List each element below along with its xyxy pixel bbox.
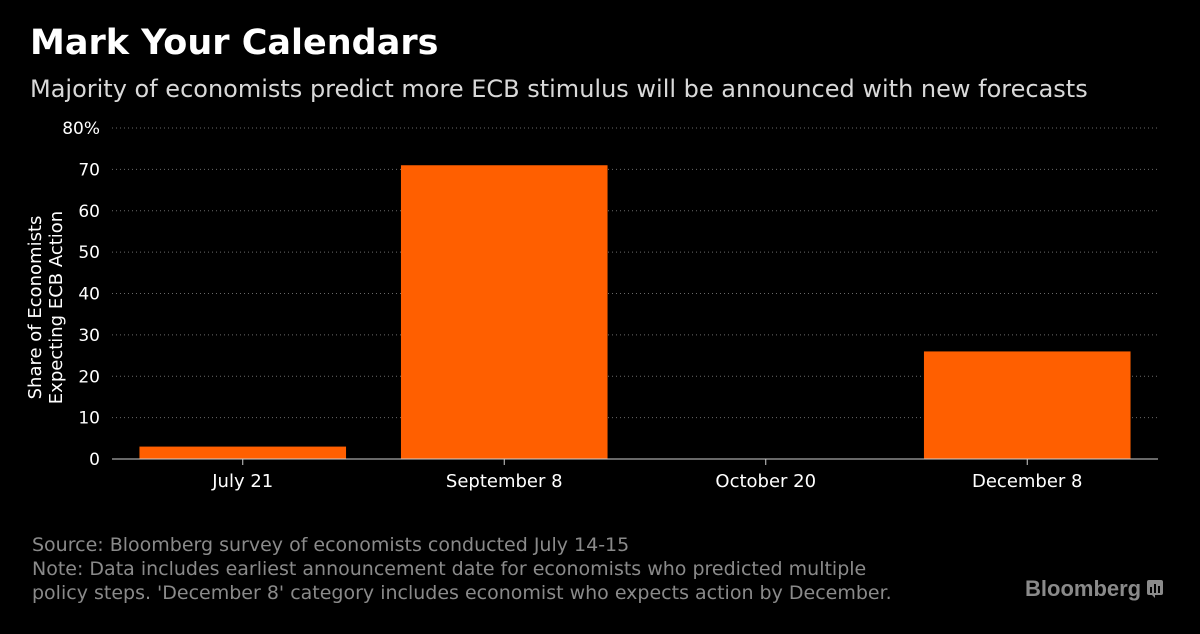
y-tick-label: 50 (78, 243, 100, 263)
bar (923, 351, 1131, 459)
x-tick-labels: July 21 September 8 October 20 December 8 (211, 459, 1083, 492)
x-tick-label: July 21 (211, 471, 273, 492)
y-tick-label: 0 (89, 450, 100, 470)
y-tick-label: 20 (78, 367, 100, 387)
x-tick-label: October 20 (715, 471, 816, 492)
y-tick-label: 80% (62, 119, 100, 139)
bloomberg-logo: Bloomberg (1025, 576, 1164, 602)
y-tick-label: 70 (78, 160, 100, 180)
y-axis-label-line: Expecting ECB Action (46, 211, 67, 404)
brand-name: Bloomberg (1025, 576, 1142, 601)
y-tick-label: 10 (78, 409, 100, 429)
y-tick-label: 30 (78, 326, 100, 346)
note-line-1: Note: Data includes earliest announcemen… (32, 558, 867, 580)
y-tick-labels: 0 10 20 30 40 50 60 70 80% (62, 119, 100, 470)
bar (400, 165, 608, 460)
chart-title: Mark Your Calendars (30, 23, 439, 63)
note-line-2: policy steps. 'December 8' category incl… (32, 582, 892, 604)
bloomberg-chart-icon (1147, 580, 1164, 598)
bar (139, 446, 347, 459)
bars (139, 165, 1131, 460)
chart-subtitle: Majority of economists predict more ECB … (30, 75, 1088, 103)
y-axis-label: Share of EconomistsExpecting ECB Action (25, 211, 67, 404)
x-tick-label: December 8 (972, 471, 1083, 492)
y-tick-label: 60 (78, 202, 100, 222)
x-tick-label: September 8 (446, 471, 563, 492)
source-note: Source: Bloomberg survey of economists c… (32, 534, 630, 556)
footer-notes: Source: Bloomberg survey of economists c… (32, 533, 892, 605)
y-axis-label-line: Share of Economists (25, 216, 46, 400)
y-tick-label: 40 (78, 285, 100, 305)
